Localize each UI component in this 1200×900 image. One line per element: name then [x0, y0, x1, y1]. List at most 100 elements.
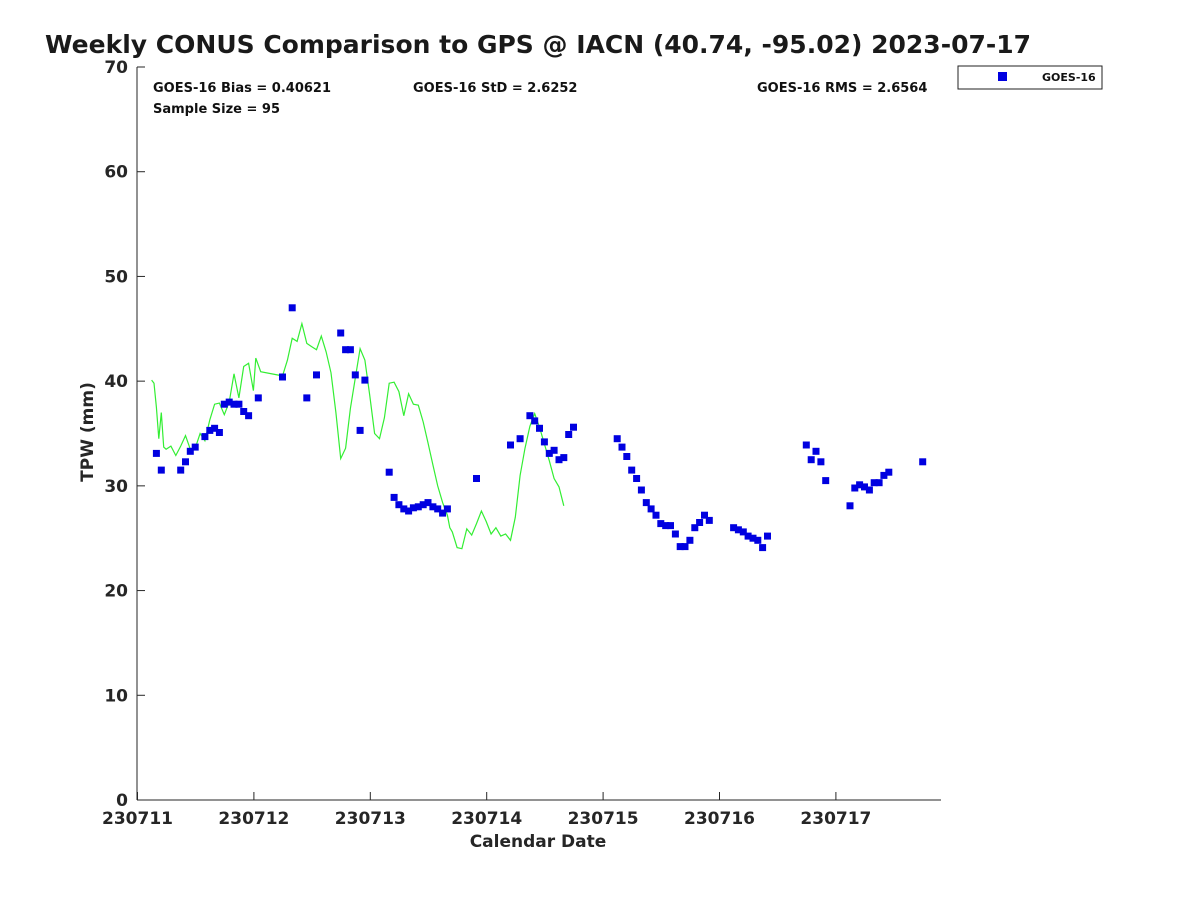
data-point	[220, 400, 228, 408]
data-point	[245, 412, 253, 420]
data-point	[846, 502, 854, 510]
y-axis-label: TPW (mm)	[78, 382, 98, 482]
data-point	[351, 371, 359, 379]
y-tick-label: 30	[104, 477, 128, 497]
data-point	[812, 447, 820, 455]
data-point	[822, 477, 830, 485]
data-point	[807, 456, 815, 464]
axes-frame	[136, 67, 941, 801]
stat-bias: GOES-16 Bias = 0.40621	[153, 81, 331, 96]
data-point	[647, 505, 655, 513]
data-point	[555, 456, 563, 464]
data-point	[225, 398, 233, 406]
data-point	[419, 501, 427, 509]
data-point	[657, 520, 665, 528]
y-tick-label: 40	[104, 372, 128, 392]
data-point	[618, 443, 626, 451]
data-point	[215, 429, 223, 436]
data-point	[385, 468, 393, 476]
data-point	[157, 466, 165, 474]
data-point	[424, 499, 432, 507]
y-tick-label: 70	[104, 58, 128, 78]
x-tick-label: 230713	[335, 809, 406, 829]
data-point	[540, 438, 548, 446]
data-point	[443, 505, 451, 513]
data-point	[565, 431, 573, 438]
data-point	[671, 530, 679, 538]
legend-box	[957, 65, 1103, 90]
data-point	[759, 544, 767, 552]
data-point	[667, 522, 674, 530]
data-point	[235, 400, 243, 408]
data-point	[201, 433, 209, 441]
data-point	[439, 509, 447, 517]
legend: GOES-16	[957, 65, 1103, 90]
y-tick-label: 60	[104, 163, 128, 183]
data-point	[681, 543, 689, 551]
data-point	[734, 526, 742, 534]
data-point	[395, 501, 403, 509]
x-axis-label: Calendar Date	[470, 832, 607, 852]
data-point	[691, 524, 699, 532]
data-point	[545, 449, 553, 457]
data-point	[414, 503, 422, 511]
data-point	[526, 412, 534, 420]
data-point	[288, 304, 296, 312]
data-point	[346, 346, 354, 354]
data-point	[182, 458, 189, 466]
data-point	[186, 447, 194, 455]
series-points	[152, 304, 927, 552]
data-point	[861, 483, 868, 491]
data-point	[206, 426, 214, 434]
data-point	[730, 524, 738, 532]
data-point	[802, 441, 810, 449]
data-point	[152, 449, 160, 457]
y-tick-label: 50	[104, 267, 128, 287]
data-point	[516, 435, 524, 443]
data-point	[473, 475, 480, 482]
x-tick-label: 230711	[102, 809, 173, 829]
data-point	[230, 400, 238, 408]
data-point	[279, 373, 286, 381]
data-point	[637, 486, 645, 494]
data-point	[337, 329, 345, 337]
data-point	[240, 408, 248, 415]
data-point	[851, 484, 859, 492]
data-point	[662, 522, 670, 530]
data-point	[642, 499, 650, 507]
axis-ticks: 0 10 20 30 40 50 60 70 230711 230712 230713 230714 2…	[102, 58, 871, 829]
stat-std: GOES-16 StD = 2.6252	[413, 81, 577, 96]
data-point	[570, 423, 577, 431]
data-point	[613, 435, 621, 443]
y-tick-label: 0	[116, 791, 128, 811]
data-point	[550, 446, 558, 454]
stat-sample-size: Sample Size = 95	[153, 102, 280, 117]
data-point	[313, 371, 320, 379]
data-point	[405, 507, 413, 515]
x-tick-label: 230714	[451, 809, 522, 829]
data-point	[390, 493, 398, 501]
stat-rms: GOES-16 RMS = 2.6564	[757, 81, 927, 96]
data-point	[764, 532, 771, 540]
data-point	[885, 468, 893, 476]
data-point	[686, 536, 694, 544]
data-point	[628, 466, 636, 474]
legend-marker	[998, 72, 1007, 81]
data-point	[676, 543, 684, 551]
data-point	[560, 454, 568, 462]
data-point	[817, 458, 825, 466]
data-point	[633, 475, 641, 482]
data-point	[536, 424, 543, 432]
x-tick-label: 230712	[218, 809, 289, 829]
data-point	[400, 505, 408, 513]
data-point	[919, 458, 927, 466]
data-point	[342, 346, 350, 354]
data-point	[701, 511, 708, 519]
data-point	[623, 453, 631, 460]
data-point	[434, 505, 442, 513]
data-point	[705, 516, 713, 524]
x-tick-label: 230717	[800, 809, 871, 829]
legend-label: GOES-16	[1042, 71, 1096, 84]
data-point	[303, 394, 311, 402]
